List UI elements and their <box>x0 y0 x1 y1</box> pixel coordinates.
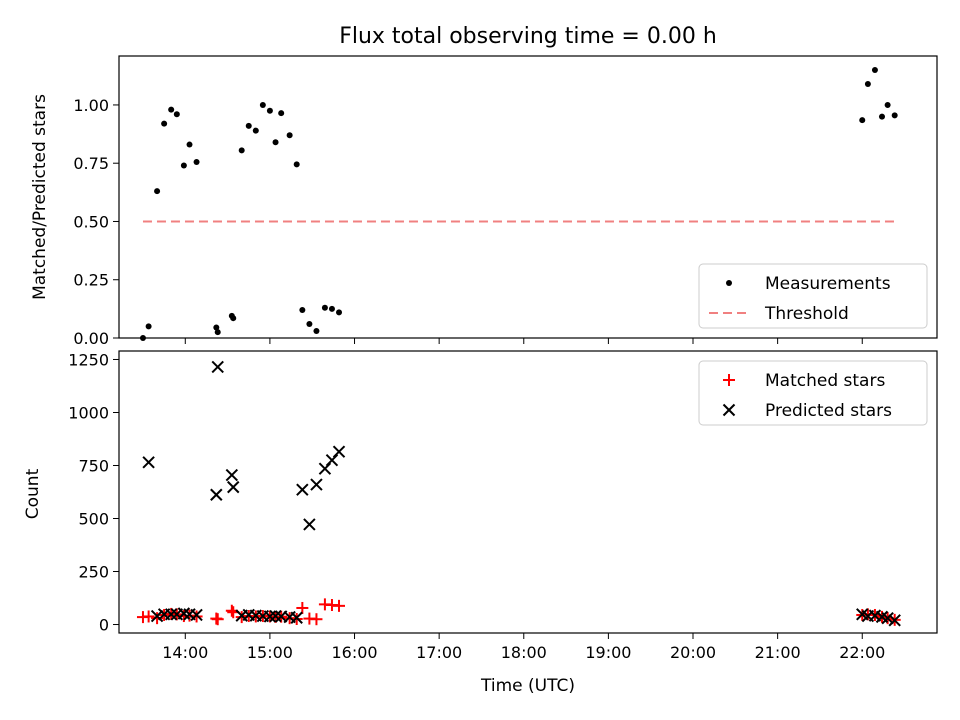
legend-label: Matched stars <box>765 371 885 391</box>
predicted-stars-point <box>888 614 901 627</box>
matched-stars-point <box>296 601 309 614</box>
predicted-stars-point <box>881 611 894 625</box>
measurement-point <box>859 117 866 124</box>
measurement-point <box>252 127 259 134</box>
measurement-point <box>299 307 306 314</box>
y-tick-label: 1.00 <box>73 96 109 115</box>
predicted-stars-point <box>190 608 203 622</box>
y-tick-label: 1250 <box>68 350 109 369</box>
matched-stars-point <box>211 613 224 626</box>
measurement-point <box>266 107 273 114</box>
measurement-point <box>313 328 320 335</box>
measurement-point <box>871 66 878 73</box>
measurement-point <box>336 309 343 316</box>
legend-box <box>698 360 928 426</box>
measurement-point <box>321 304 328 311</box>
matched-stars-point <box>310 613 323 626</box>
plot-frame <box>118 55 938 339</box>
predicted-stars-point <box>211 360 224 374</box>
measurement-point <box>306 321 313 328</box>
predicted-stars-point <box>210 488 223 501</box>
predicted-stars-point <box>303 518 316 531</box>
predicted-stars-point <box>325 453 339 467</box>
legend-label: Predicted stars <box>765 401 892 421</box>
measurement-point <box>272 139 279 146</box>
predicted-stars-point <box>164 608 178 621</box>
measurement-point <box>278 110 285 117</box>
bottom-chart-xlabel: Time (UTC) <box>480 676 575 696</box>
legend-label: Threshold <box>764 304 849 324</box>
measurement-point <box>230 315 237 322</box>
measurement-point <box>864 80 871 87</box>
x-tick-label: 20:00 <box>670 643 716 662</box>
measurement-point <box>293 161 300 168</box>
y-tick-label: 0.00 <box>73 329 109 348</box>
legend: Measurements Threshold <box>698 263 928 329</box>
x-tick-label: 17:00 <box>416 643 462 662</box>
predicted-stars-point <box>142 456 155 469</box>
matched-stars-point <box>333 599 346 612</box>
predicted-stars-point <box>290 611 303 624</box>
y-tick-label: 750 <box>78 456 109 475</box>
predicted-stars-point <box>332 445 346 458</box>
measurement-point <box>180 162 187 169</box>
predicted-stars-point <box>310 478 323 491</box>
measurement-point <box>259 101 266 108</box>
x-tick-label: 15:00 <box>247 643 293 662</box>
measurement-point <box>186 141 193 148</box>
predicted-stars-point <box>150 609 164 623</box>
measurement-point <box>214 329 221 336</box>
bottom-chart-ylabel: Count <box>23 468 43 519</box>
plot-frame <box>118 350 938 634</box>
measurement-point <box>145 323 152 330</box>
legend-measurement-swatch <box>726 280 732 286</box>
measurement-point <box>884 101 891 108</box>
y-tick-label: 0.50 <box>73 212 109 231</box>
measurement-point <box>286 132 293 139</box>
top-chart-panel: 0.00 0.25 0.50 0.75 1.00 Measurements Threshol… <box>73 55 938 348</box>
predicted-stars-point <box>318 462 332 475</box>
y-tick-label: 500 <box>78 510 109 529</box>
predicted-stars-point <box>296 483 309 496</box>
x-tick-label: 19:00 <box>585 643 631 662</box>
measurement-point <box>891 112 898 119</box>
measurement-point <box>168 106 175 113</box>
measurement-point <box>245 122 252 129</box>
measurement-point <box>154 188 161 195</box>
x-tick-label: 21:00 <box>755 643 801 662</box>
y-tick-label: 0 <box>99 616 109 635</box>
y-tick-label: 250 <box>78 563 109 582</box>
measurement-point <box>213 324 220 331</box>
measurement-point <box>173 111 180 118</box>
predicted-stars-point <box>227 480 240 494</box>
matched-stars-point <box>142 610 155 623</box>
bottom-chart-panel: 0 250 500 750 1000 1250 14:00 15:00 16:00 17:00 18… <box>68 350 938 662</box>
y-tick-label: 0.25 <box>73 271 109 290</box>
legend-predicted-swatch <box>722 403 736 417</box>
measurement-point <box>193 159 200 166</box>
y-tick-label: 0.75 <box>73 154 109 173</box>
top-chart-ylabel: Matched/Predicted stars <box>30 94 50 300</box>
x-tick-label: 22:00 <box>839 643 885 662</box>
legend-box <box>698 263 928 329</box>
measurement-point <box>238 147 245 154</box>
x-tick-label: 14:00 <box>162 643 208 662</box>
predicted-stars-point <box>225 468 239 482</box>
legend-label: Measurements <box>765 274 891 294</box>
x-tick-label: 18:00 <box>501 643 547 662</box>
legend-matched-swatch <box>723 374 735 386</box>
measurement-point <box>878 113 885 120</box>
y-tick-label: 1000 <box>68 403 109 422</box>
measurement-point <box>161 120 168 127</box>
legend: Matched stars Predicted stars <box>698 360 928 426</box>
measurement-point <box>328 305 335 312</box>
top-chart-title: Flux total observing time = 0.00 h <box>339 24 717 49</box>
x-tick-label: 16:00 <box>331 643 377 662</box>
